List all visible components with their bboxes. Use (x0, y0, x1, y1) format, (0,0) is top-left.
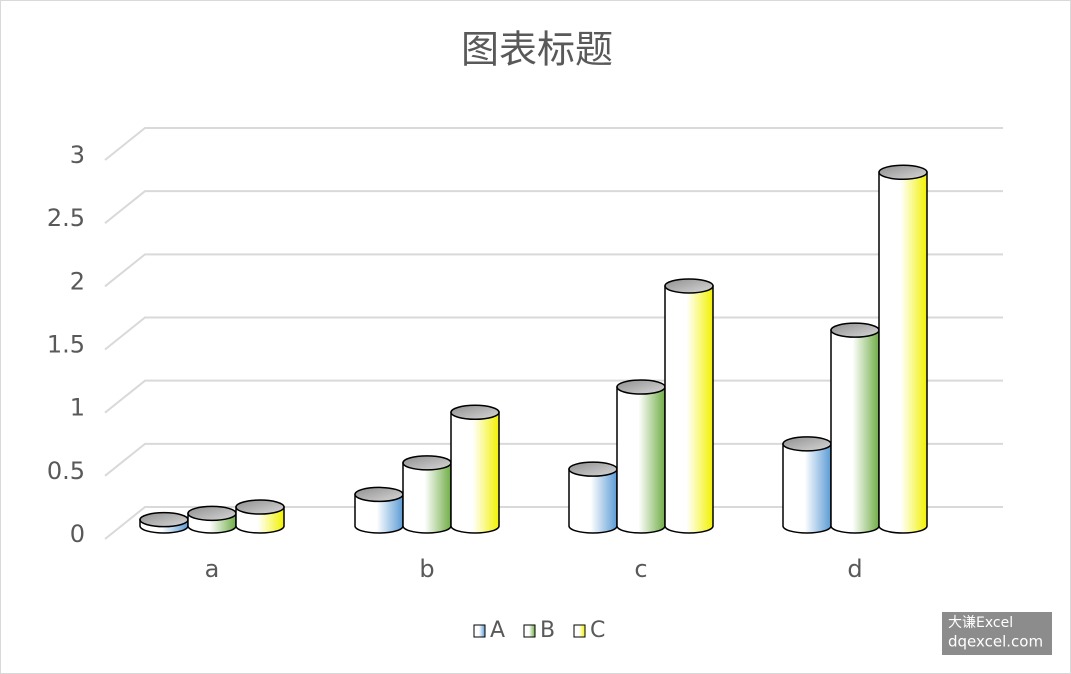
y-tick-label: 2.5 (47, 204, 85, 232)
bar (402, 462, 452, 534)
legend-swatch (573, 624, 586, 638)
legend-swatch (523, 624, 536, 638)
x-tick-label: d (847, 555, 862, 583)
y-tick-label: 1 (70, 394, 85, 422)
bar-top (878, 164, 928, 181)
bar (568, 468, 618, 534)
legend-swatch (473, 624, 486, 638)
y-tick-label: 0.5 (47, 457, 85, 485)
grid-line (104, 127, 1003, 161)
bar (782, 443, 832, 534)
x-tick-label: b (419, 555, 434, 583)
grid-line (104, 442, 1003, 477)
grid-line (104, 506, 1003, 540)
bar-top (139, 511, 189, 528)
bar-top (354, 486, 404, 503)
chart-title: 图表标题 (461, 28, 613, 72)
bar-top (450, 404, 500, 421)
grid-line (104, 379, 1003, 414)
bar-top (830, 322, 880, 338)
bar-top (235, 499, 285, 515)
bar-top (187, 505, 237, 522)
bar (616, 386, 666, 534)
legend-label: A (490, 618, 505, 643)
watermark-box (942, 612, 1052, 655)
y-tick-label: 3 (70, 141, 85, 169)
y-tick-label: 0 (70, 520, 85, 548)
bar-top (616, 379, 666, 395)
y-tick-label: 2 (70, 267, 85, 295)
y-tick-label: 1.5 (47, 331, 85, 359)
grid-line (104, 190, 1003, 224)
legend-label: C (590, 618, 605, 643)
bar-top (402, 455, 452, 471)
bar-top (664, 278, 714, 294)
watermark: 大谦Excel dqexcel.com (942, 612, 1052, 655)
bar (878, 171, 928, 534)
bar-top (568, 461, 618, 477)
bar (450, 411, 500, 534)
legend-label: B (540, 618, 555, 643)
x-tick-label: c (634, 555, 647, 583)
watermark-text: 大谦Excel (948, 615, 1013, 631)
grid-line (104, 253, 1003, 288)
x-tick-label: a (205, 555, 220, 583)
bar (664, 285, 714, 534)
bar-top (782, 436, 832, 452)
watermark-text: dqexcel.com (948, 633, 1043, 651)
grid-line (104, 316, 1003, 351)
bar (830, 329, 880, 534)
